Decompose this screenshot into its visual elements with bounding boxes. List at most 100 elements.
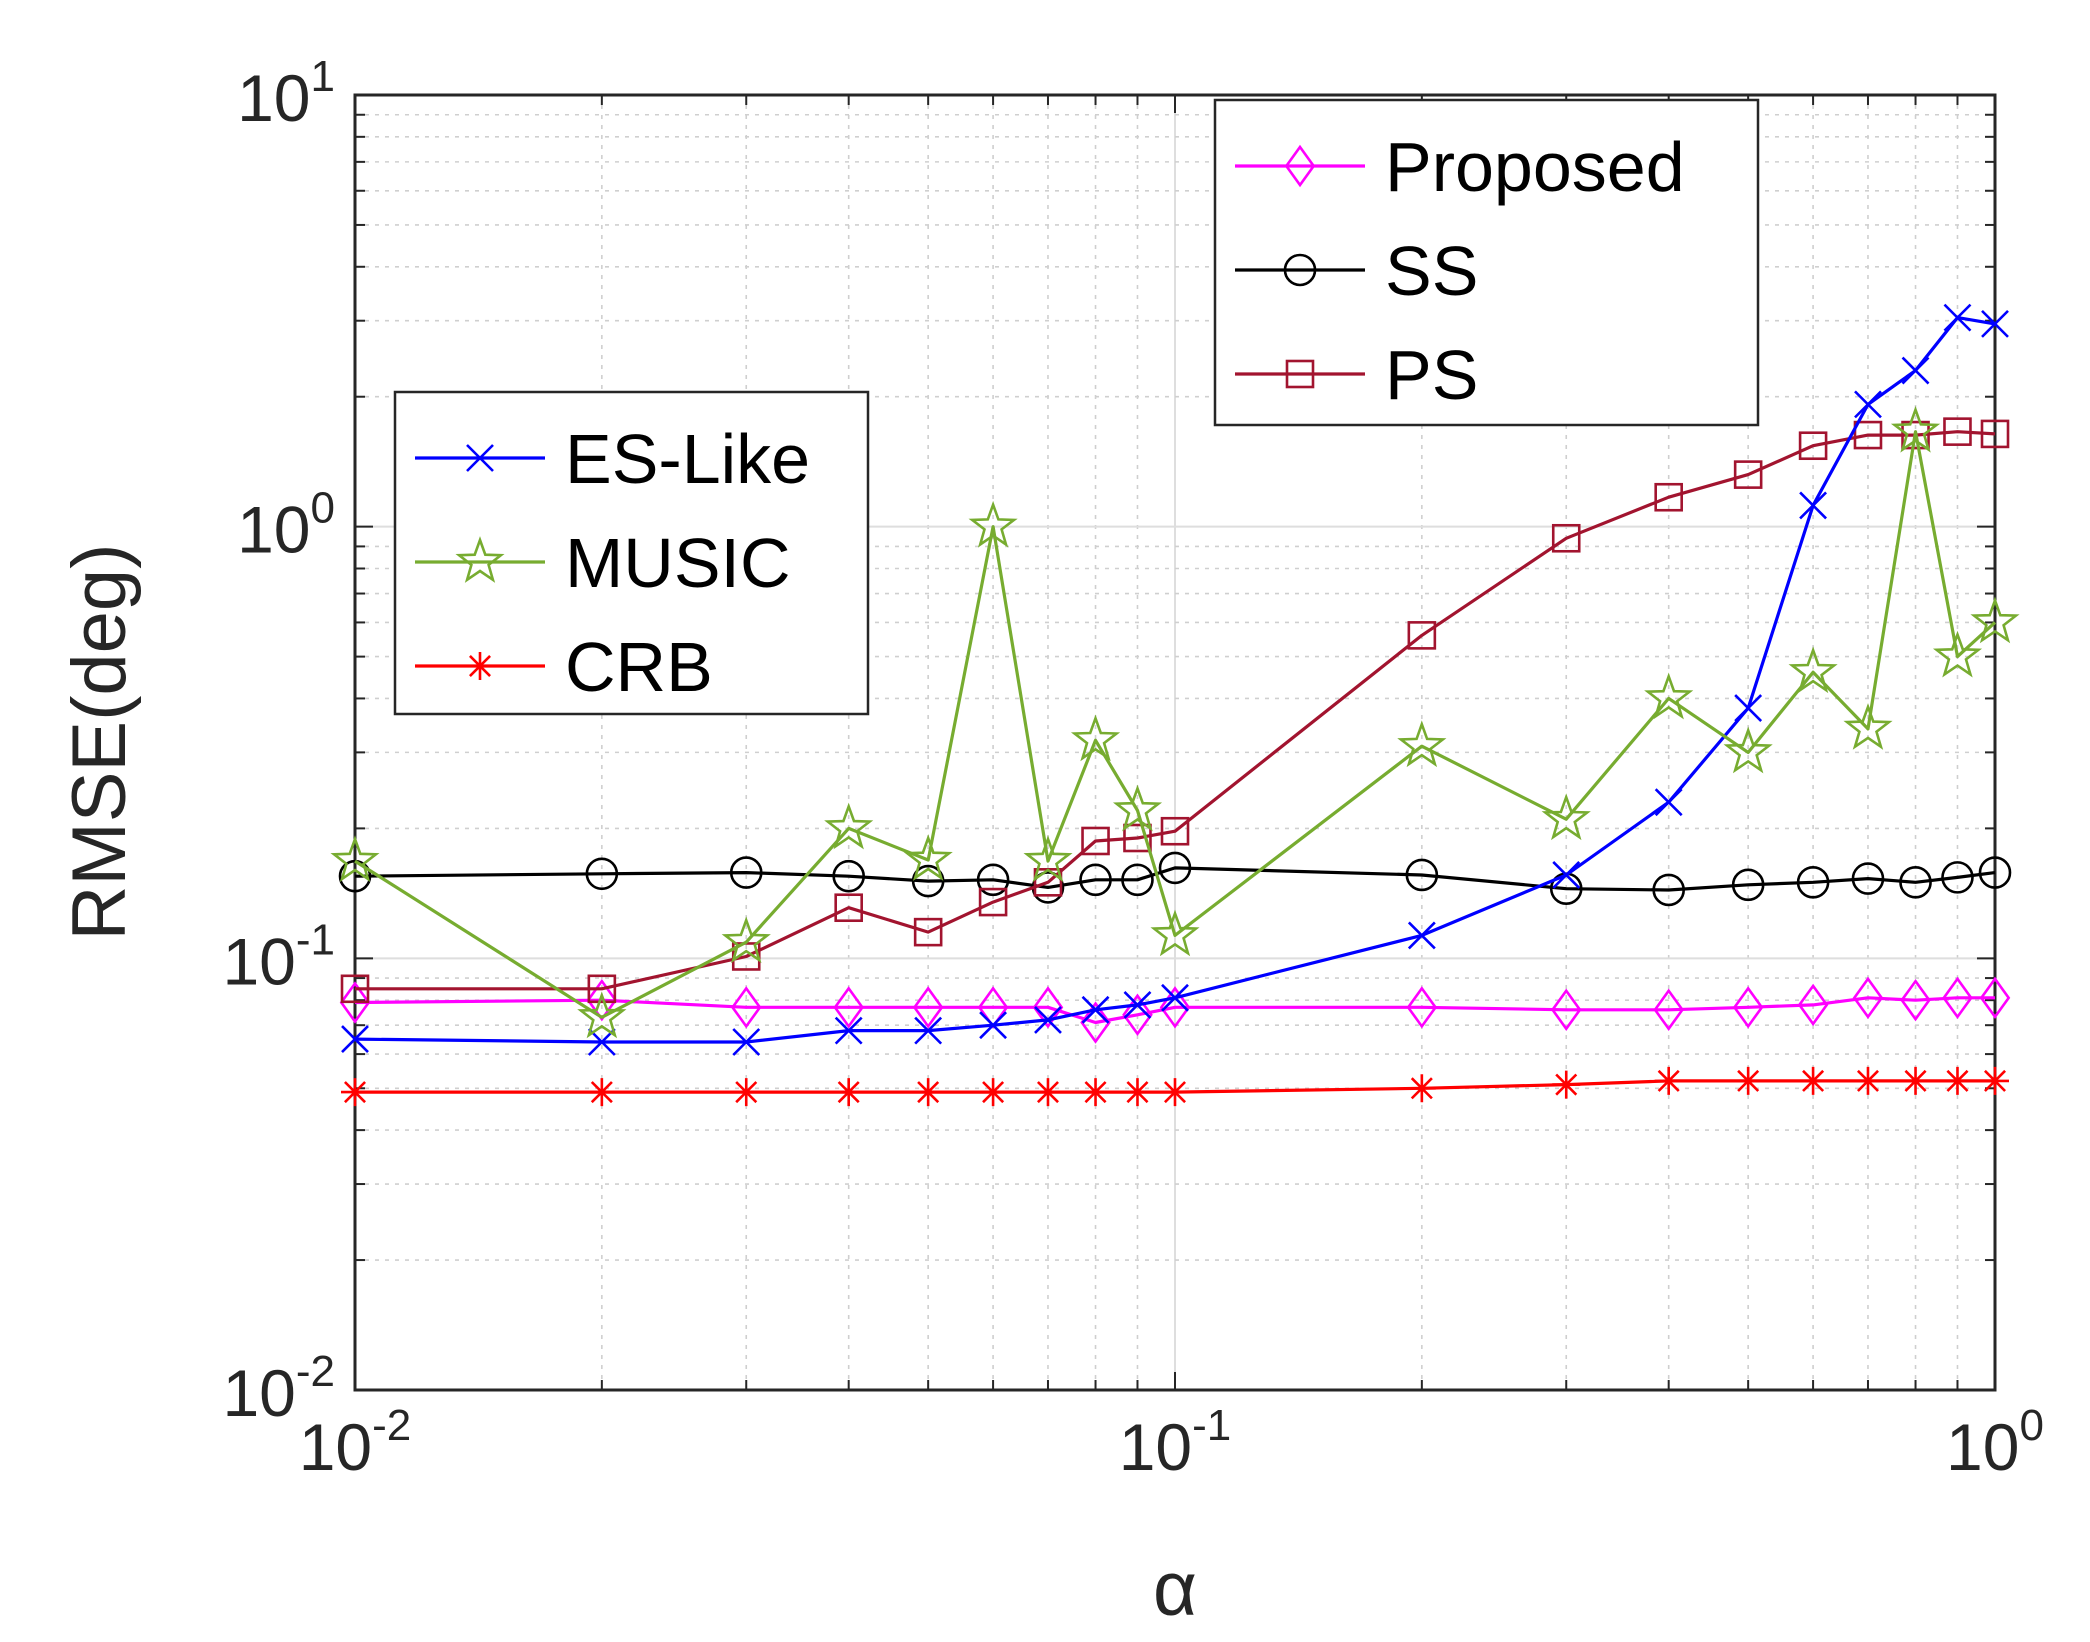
tick-exponent: -1 (1192, 1401, 1231, 1450)
data-point-crb (732, 1078, 761, 1107)
x-tick-labels: 10-2 10-1 100 (299, 1401, 2044, 1484)
series-ss (338, 851, 2012, 907)
tick-base: 10 (237, 493, 310, 567)
legend-marker-music (455, 536, 505, 583)
series-layer (330, 303, 2020, 1107)
data-point-es-like (1734, 694, 1763, 722)
data-point-ss (1941, 861, 1974, 894)
data-point-ss (1405, 858, 1439, 892)
tick-base: 10 (222, 1356, 295, 1430)
data-point-proposed (1080, 1001, 1111, 1044)
data-point-music (577, 991, 627, 1039)
data-point-ss (1978, 856, 2012, 889)
data-point-crb (914, 1078, 943, 1107)
data-point-ps (1407, 621, 1437, 650)
legend-label-es-like: ES-Like (565, 420, 810, 498)
data-point-crb (1734, 1066, 1763, 1095)
legend-middle-left: ES-Like MUSIC CRB (393, 390, 870, 716)
data-point-crb (834, 1078, 863, 1107)
data-point-ps (340, 974, 370, 1004)
data-point-music (721, 916, 771, 964)
tick-base: 10 (237, 61, 310, 135)
data-point-es-like (1123, 990, 1152, 1019)
data-point-crb (1654, 1066, 1683, 1095)
data-point-ps (1733, 460, 1763, 489)
legend-top-right: Proposed SS PS (1213, 98, 1760, 427)
data-point-ss (585, 857, 619, 891)
y-tick-label: 10-2 (222, 1347, 335, 1430)
data-point-crb (1033, 1078, 1062, 1107)
legend-label-ps: PS (1385, 336, 1478, 414)
data-point-music (1541, 793, 1591, 841)
data-point-ss (1652, 873, 1685, 907)
data-point-music (824, 802, 874, 850)
data-point-ss (1121, 863, 1154, 897)
data-point-ss (976, 863, 1010, 897)
tick-exponent: 0 (311, 484, 335, 533)
data-point-es-like (914, 1016, 943, 1045)
legend-marker-ps (1285, 359, 1315, 389)
data-point-ps (1551, 523, 1581, 553)
data-point-music (1843, 703, 1893, 750)
tick-base: 10 (222, 924, 295, 998)
tick-base: 10 (1119, 1410, 1192, 1484)
x-axis-label: α (1153, 1547, 1197, 1632)
data-point-crb (1123, 1078, 1152, 1107)
tick-exponent: -2 (296, 1347, 335, 1396)
data-point-es-like (1943, 303, 1972, 332)
data-point-es-like (1034, 1006, 1062, 1034)
data-point-crb (1799, 1066, 1828, 1095)
data-point-proposed (730, 986, 762, 1029)
data-point-crb (1901, 1066, 1930, 1095)
data-point-proposed (1900, 978, 1931, 1022)
legend-layer: Proposed SS PS ES-Like MUSIC CRB (393, 98, 1760, 716)
data-point-es-like (1901, 356, 1930, 385)
legend-marker-proposed (1284, 144, 1316, 188)
tick-marks (354, 95, 1995, 1391)
data-point-es-like (1407, 921, 1436, 950)
data-point-ss (1158, 851, 1192, 885)
tick-exponent: -2 (372, 1401, 411, 1450)
data-point-ps (1160, 816, 1190, 846)
data-point-ps (834, 893, 863, 923)
data-point-proposed (1942, 976, 1973, 1020)
data-point-ps (1980, 419, 2010, 449)
data-point-es-like (979, 1011, 1007, 1040)
data-point-proposed (833, 986, 864, 1029)
data-point-ss (1851, 862, 1885, 895)
data-point-crb (1081, 1078, 1110, 1107)
data-point-proposed (1550, 988, 1582, 1032)
data-point-proposed (912, 986, 944, 1029)
legend-label-ss: SS (1385, 232, 1478, 310)
data-point-proposed (586, 978, 618, 1022)
data-point-ps (913, 917, 943, 947)
data-point-music (1788, 646, 1838, 694)
data-point-ps (1798, 431, 1828, 461)
data-point-music (968, 500, 1018, 548)
data-point-music (1397, 720, 1447, 768)
data-point-proposed (1122, 993, 1153, 1037)
data-point-proposed (339, 981, 371, 1024)
x-tick-label: 10-2 (299, 1401, 412, 1484)
data-point-es-like (1552, 861, 1581, 889)
data-point-es-like (834, 1016, 863, 1045)
data-point-ps (1123, 823, 1152, 853)
data-point-music (1890, 405, 1941, 453)
data-point-crb (1407, 1074, 1436, 1103)
series-line-ps (355, 430, 1996, 991)
tick-base: 10 (1946, 1410, 2019, 1484)
legend-marker-es-like (466, 444, 494, 472)
data-point-es-like (1981, 309, 2009, 338)
data-point-ps (1901, 420, 1930, 450)
data-point-proposed (1979, 976, 2011, 1020)
data-point-music (330, 835, 380, 883)
data-point-es-like (1161, 983, 1189, 1012)
data-point-music (1023, 835, 1073, 883)
series-es-like (341, 303, 2009, 1056)
y-axis-label: RMSE(deg) (57, 544, 142, 941)
legend-marker-ss (1283, 253, 1317, 287)
data-point-proposed (1406, 986, 1438, 1029)
data-point-es-like (1799, 491, 1827, 520)
y-tick-label: 100 (237, 484, 335, 567)
